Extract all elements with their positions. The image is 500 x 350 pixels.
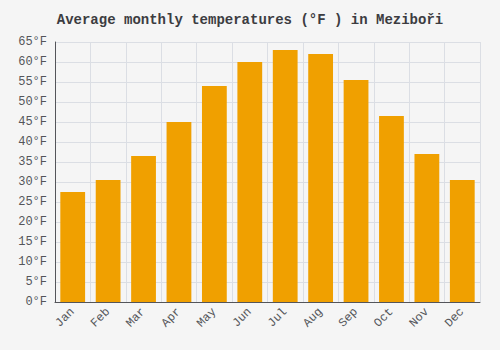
svg-text:Dec: Dec: [442, 305, 467, 330]
svg-text:45°F: 45°F: [18, 115, 47, 129]
svg-text:Oct: Oct: [371, 305, 396, 330]
svg-text:65°F: 65°F: [18, 35, 47, 49]
svg-text:Aug: Aug: [300, 305, 325, 330]
svg-text:Apr: Apr: [159, 305, 184, 330]
svg-text:Nov: Nov: [407, 305, 432, 330]
svg-text:May: May: [194, 305, 219, 330]
svg-text:Jan: Jan: [53, 305, 78, 330]
svg-text:25°F: 25°F: [18, 195, 47, 209]
svg-text:20°F: 20°F: [18, 215, 47, 229]
svg-text:30°F: 30°F: [18, 175, 47, 189]
svg-text:35°F: 35°F: [18, 155, 47, 169]
svg-text:Jun: Jun: [230, 305, 255, 330]
svg-text:Average monthly temperatures (: Average monthly temperatures (°F ) in Me…: [57, 12, 443, 28]
svg-text:15°F: 15°F: [18, 235, 47, 249]
svg-text:0°F: 0°F: [25, 295, 47, 309]
svg-text:50°F: 50°F: [18, 95, 47, 109]
svg-text:60°F: 60°F: [18, 55, 47, 69]
svg-text:Feb: Feb: [88, 305, 113, 330]
svg-text:55°F: 55°F: [18, 75, 47, 89]
svg-text:Sep: Sep: [336, 305, 361, 330]
svg-text:10°F: 10°F: [18, 255, 47, 269]
svg-text:5°F: 5°F: [25, 275, 47, 289]
svg-text:Jul: Jul: [265, 305, 290, 330]
svg-text:Mar: Mar: [123, 305, 148, 330]
svg-text:40°F: 40°F: [18, 135, 47, 149]
